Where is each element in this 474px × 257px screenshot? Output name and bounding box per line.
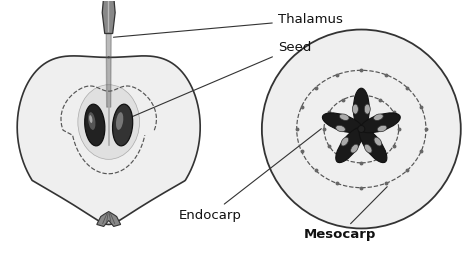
Text: Endocarp: Endocarp bbox=[179, 129, 321, 222]
Ellipse shape bbox=[359, 127, 387, 163]
Ellipse shape bbox=[88, 112, 95, 130]
Ellipse shape bbox=[352, 104, 358, 114]
Ellipse shape bbox=[112, 104, 133, 146]
Ellipse shape bbox=[377, 125, 387, 132]
Ellipse shape bbox=[89, 115, 92, 123]
Ellipse shape bbox=[354, 88, 369, 130]
Ellipse shape bbox=[351, 144, 358, 153]
Ellipse shape bbox=[339, 114, 349, 120]
Polygon shape bbox=[102, 0, 115, 33]
Text: Mesocarp: Mesocarp bbox=[303, 187, 387, 242]
Ellipse shape bbox=[374, 114, 383, 120]
Polygon shape bbox=[106, 33, 111, 107]
Ellipse shape bbox=[374, 137, 382, 146]
Ellipse shape bbox=[341, 137, 348, 146]
Ellipse shape bbox=[322, 113, 363, 133]
Ellipse shape bbox=[360, 113, 400, 133]
Ellipse shape bbox=[365, 144, 372, 153]
Circle shape bbox=[262, 30, 461, 228]
Ellipse shape bbox=[336, 125, 346, 132]
Circle shape bbox=[358, 125, 365, 132]
Ellipse shape bbox=[78, 85, 139, 159]
Ellipse shape bbox=[365, 104, 370, 114]
Text: Seed: Seed bbox=[129, 41, 311, 118]
Ellipse shape bbox=[85, 104, 105, 146]
Text: Thalamus: Thalamus bbox=[113, 13, 343, 37]
Ellipse shape bbox=[116, 112, 123, 130]
Polygon shape bbox=[17, 56, 200, 224]
Ellipse shape bbox=[336, 127, 364, 163]
Polygon shape bbox=[97, 212, 120, 226]
